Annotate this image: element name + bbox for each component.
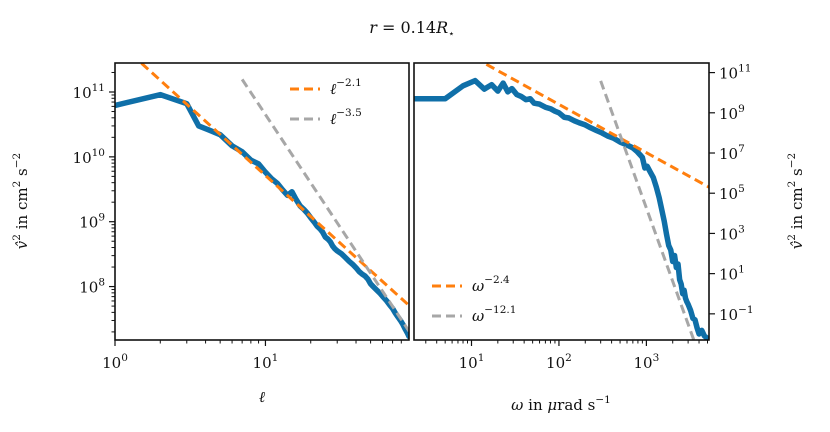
- right-axes-frame: [413, 62, 710, 341]
- left-data-line: [115, 91, 409, 340]
- left-x-axis-label: ℓ: [259, 388, 265, 406]
- left-panel: 100 101 108 109 1010 1011 ℓ−2.1 ℓ−3.5: [73, 62, 410, 372]
- left-plot-area: [115, 63, 409, 340]
- legend-label: ℓ−3.5: [330, 107, 362, 128]
- left-y-tick-label: 1010: [73, 147, 105, 167]
- left-y-tick-label: 109: [79, 212, 105, 232]
- right-x-tick-label: 102: [546, 352, 572, 372]
- left-axes-frame: [114, 62, 410, 341]
- left-y-tick-label: 108: [79, 277, 105, 297]
- right-legend: ω−2.4 ω−12.1: [432, 274, 516, 325]
- right-y-tick-label: 109: [719, 103, 745, 123]
- left-legend: ℓ−2.1 ℓ−3.5: [290, 77, 362, 128]
- left-y-tick-label: 1011: [73, 82, 105, 102]
- right-fit-line-minus-12-1: [599, 80, 696, 340]
- right-x-tick-label: 103: [633, 352, 659, 372]
- right-y-axis-label: v̂2 in cm2 s−2: [786, 153, 806, 249]
- right-y-tick-label: 103: [719, 223, 745, 243]
- left-y-axis-label: v̂2 in cm2 s−2: [11, 153, 31, 249]
- legend-label: ω−12.1: [472, 304, 516, 325]
- right-plot-area: [414, 63, 709, 340]
- left-x-tick-label: 100: [102, 352, 128, 372]
- right-y-tick-label: 101: [719, 264, 745, 284]
- left-fit-line-minus-3-5: [240, 78, 409, 332]
- right-y-tick-label: 105: [719, 183, 745, 203]
- chart-title: r = 0.14R⋆: [369, 18, 454, 40]
- left-fit-line-minus-2-1: [140, 63, 409, 307]
- right-y-tick-label: 10−1: [719, 304, 754, 324]
- right-fit-line-minus-2-4: [485, 63, 709, 189]
- right-y-tick-label: 1011: [719, 63, 751, 83]
- right-x-axis-label: ω in μrad s−1: [511, 394, 611, 414]
- right-x-tick-label: 101: [459, 352, 485, 372]
- right-panel: 101 102 103 1011 109 107 105 103 101 10−1 ω−2.4 ω−1…: [413, 62, 754, 372]
- right-y-tick-label: 107: [719, 143, 745, 163]
- left-x-tick-label: 101: [253, 352, 279, 372]
- legend-label: ω−2.4: [472, 274, 510, 295]
- legend-label: ℓ−2.1: [330, 77, 362, 98]
- right-data-line: [414, 77, 709, 340]
